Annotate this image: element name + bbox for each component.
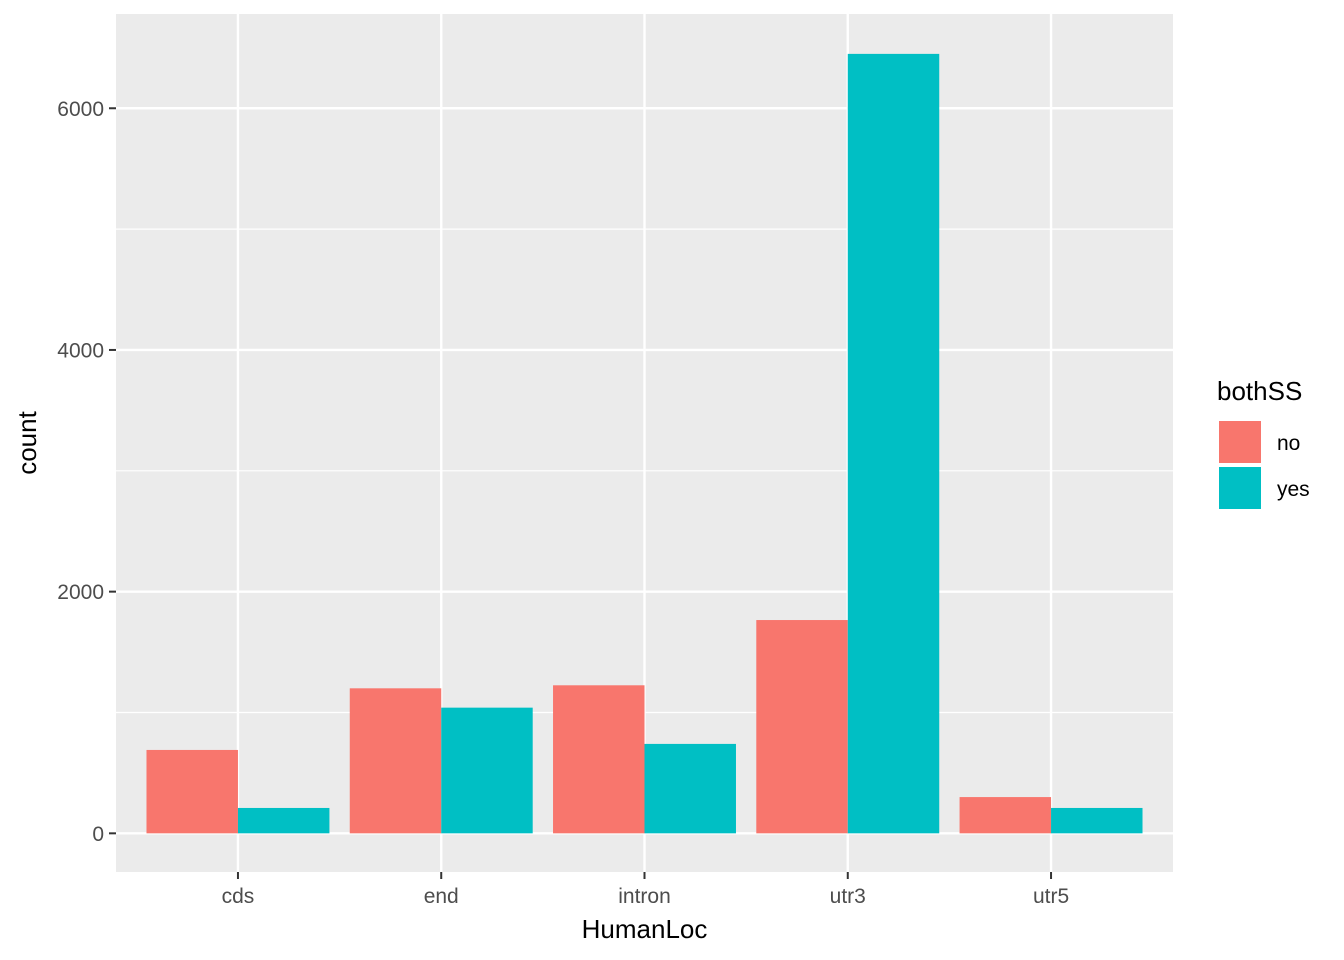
legend: bothSS no yes bbox=[1217, 376, 1310, 509]
bar-utr5-no bbox=[959, 797, 1052, 834]
bar-utr3-yes bbox=[847, 53, 940, 834]
y-tick-label: 2000 bbox=[57, 581, 104, 604]
x-tick-label-utr3: utr3 bbox=[830, 885, 866, 908]
bar-end-yes bbox=[441, 707, 533, 834]
legend-key-yes bbox=[1219, 467, 1261, 509]
x-tick-label-end: end bbox=[424, 885, 459, 908]
bar-utr3-no bbox=[756, 620, 848, 834]
bar-cds-yes bbox=[237, 807, 330, 834]
bar-cds-no bbox=[146, 749, 238, 834]
legend-label-yes: yes bbox=[1277, 478, 1310, 501]
legend-label-no: no bbox=[1277, 432, 1300, 455]
bars bbox=[146, 53, 1143, 834]
bar-intron-no bbox=[553, 685, 645, 834]
x-axis: cds end intron utr3 utr5 bbox=[222, 872, 1069, 908]
x-axis-title: HumanLoc bbox=[582, 914, 708, 944]
y-tick-label: 6000 bbox=[57, 98, 104, 121]
y-axis: 0 2000 4000 6000 bbox=[57, 98, 116, 846]
y-tick-label: 0 bbox=[92, 823, 104, 846]
legend-key-no bbox=[1219, 421, 1261, 463]
x-tick-label-utr5: utr5 bbox=[1033, 885, 1069, 908]
bar-intron-yes bbox=[644, 743, 736, 834]
legend-title: bothSS bbox=[1217, 376, 1302, 406]
y-axis-title: count bbox=[12, 410, 42, 474]
x-tick-label-intron: intron bbox=[618, 885, 671, 908]
bar-end-no bbox=[349, 688, 442, 834]
y-tick-label: 4000 bbox=[57, 339, 104, 362]
bar-utr5-yes bbox=[1051, 807, 1143, 834]
x-tick-label-cds: cds bbox=[222, 885, 255, 908]
